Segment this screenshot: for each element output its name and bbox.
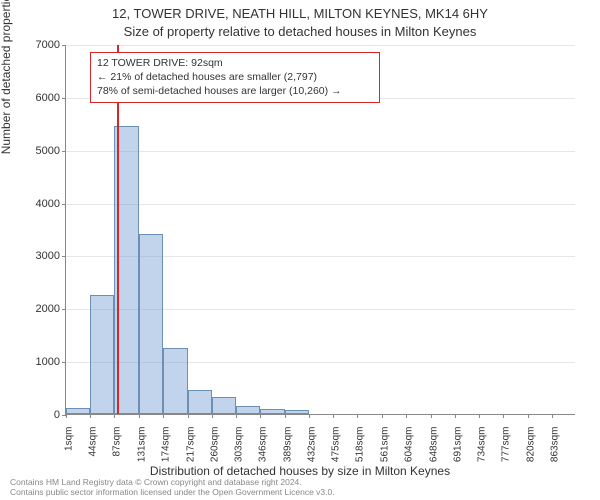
y-axis-title: Number of detached properties (0, 0, 13, 154)
x-tick-mark (431, 414, 432, 418)
x-tick-mark (503, 414, 504, 418)
histogram-bar (236, 406, 260, 414)
y-tick-label: 6000 (20, 92, 60, 104)
y-tick-mark (62, 204, 66, 205)
histogram-bar (163, 348, 187, 414)
y-tick-mark (62, 151, 66, 152)
x-tick-mark (260, 414, 261, 418)
y-tick-label: 1000 (20, 356, 60, 368)
gridline (66, 204, 575, 205)
histogram-bar (139, 234, 163, 414)
legend-line3: 78% of semi-detached houses are larger (… (97, 84, 373, 98)
x-tick-mark (114, 414, 115, 418)
histogram-bar (285, 410, 309, 414)
x-tick-mark (309, 414, 310, 418)
x-tick-mark (552, 414, 553, 418)
x-tick-mark (406, 414, 407, 418)
y-tick-mark (62, 362, 66, 363)
y-tick-mark (62, 45, 66, 46)
histogram-bar (188, 390, 212, 414)
y-tick-label: 2000 (20, 303, 60, 315)
y-tick-label: 3000 (20, 250, 60, 262)
x-tick-mark (90, 414, 91, 418)
x-tick-mark (188, 414, 189, 418)
y-tick-label: 0 (20, 409, 60, 421)
x-axis-title: Distribution of detached houses by size … (0, 464, 600, 478)
footer-line2: Contains public sector information licen… (10, 488, 590, 498)
y-tick-label: 7000 (20, 39, 60, 51)
legend-line2: ← 21% of detached houses are smaller (2,… (97, 70, 373, 84)
gridline (66, 45, 575, 46)
x-tick-mark (236, 414, 237, 418)
x-tick-mark (163, 414, 164, 418)
y-tick-mark (62, 256, 66, 257)
legend-line1: 12 TOWER DRIVE: 92sqm (97, 56, 373, 70)
y-tick-label: 4000 (20, 198, 60, 210)
gridline (66, 151, 575, 152)
x-tick-mark (479, 414, 480, 418)
x-tick-mark (333, 414, 334, 418)
chart-title-line2: Size of property relative to detached ho… (0, 24, 600, 39)
x-tick-mark (285, 414, 286, 418)
histogram-bar (260, 409, 284, 414)
chart-title-line1: 12, TOWER DRIVE, NEATH HILL, MILTON KEYN… (0, 6, 600, 21)
x-tick-mark (528, 414, 529, 418)
y-tick-label: 5000 (20, 145, 60, 157)
legend-box: 12 TOWER DRIVE: 92sqm ← 21% of detached … (90, 52, 380, 103)
y-tick-mark (62, 309, 66, 310)
y-tick-mark (62, 98, 66, 99)
x-tick-mark (212, 414, 213, 418)
x-tick-mark (382, 414, 383, 418)
chart-container: 12, TOWER DRIVE, NEATH HILL, MILTON KEYN… (0, 0, 600, 500)
x-tick-mark (357, 414, 358, 418)
x-tick-mark (66, 414, 67, 418)
footer: Contains HM Land Registry data © Crown c… (10, 478, 590, 498)
histogram-bar (66, 408, 90, 414)
histogram-bar (212, 397, 236, 414)
histogram-bar (90, 295, 114, 414)
x-tick-mark (139, 414, 140, 418)
x-tick-mark (455, 414, 456, 418)
